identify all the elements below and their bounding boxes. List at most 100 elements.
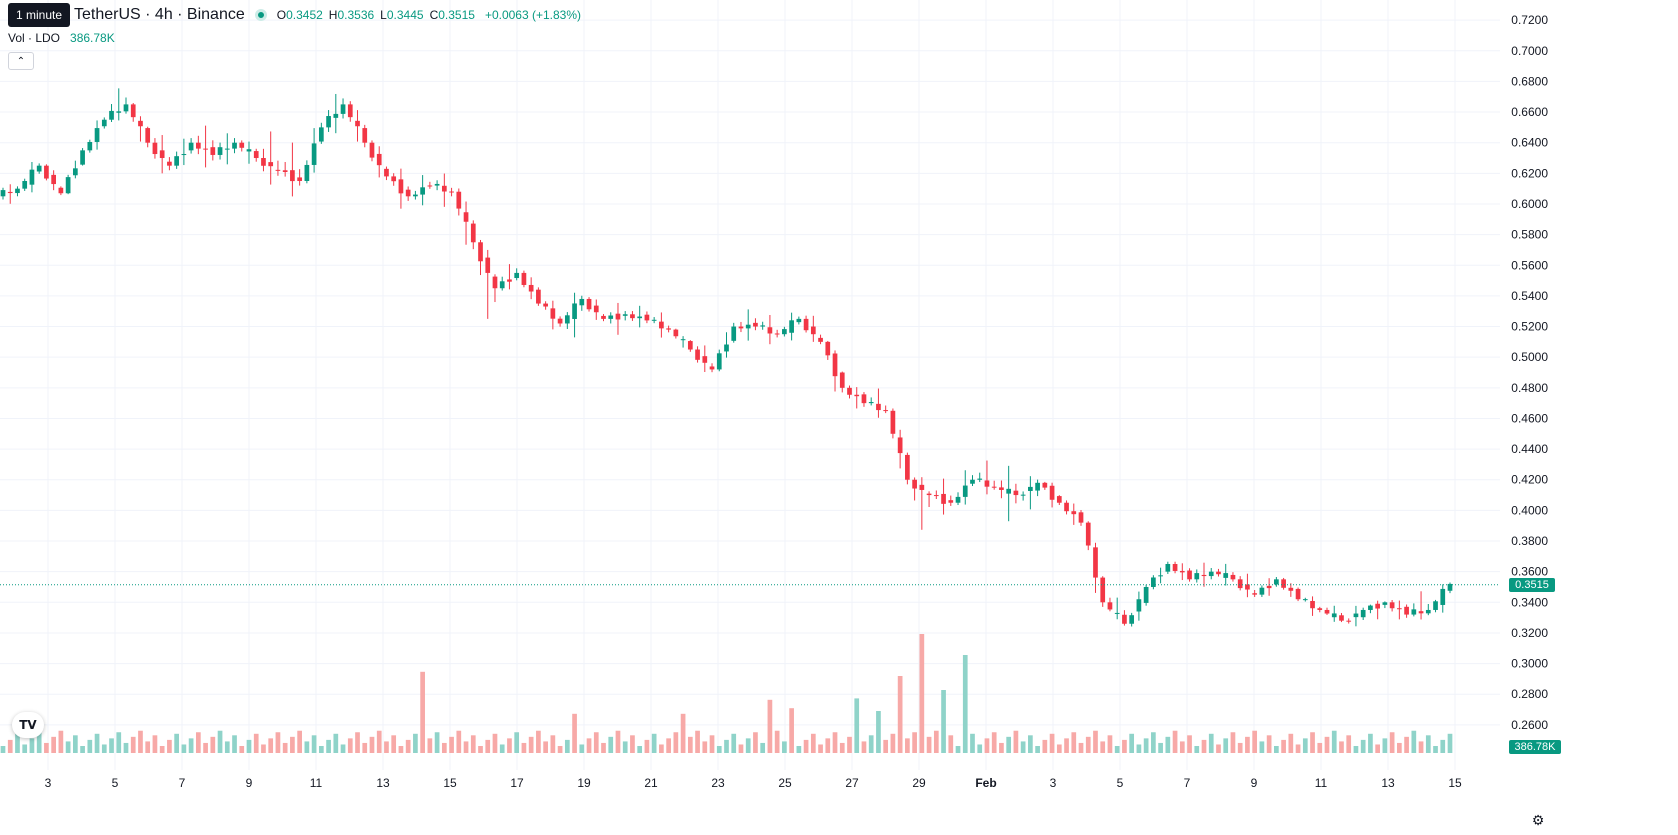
last-volume-tag: 386.78K [1509,740,1561,754]
candle-body [702,356,708,363]
candle-body [340,104,346,114]
candle-body [159,150,165,159]
volume-bar [543,741,548,753]
tradingview-logo[interactable]: TV [12,712,44,738]
volume-bar [1411,730,1417,753]
settings-gear-icon[interactable]: ⚙ [1531,812,1545,828]
candle-body [970,479,975,484]
volume-bar [1064,738,1069,753]
volume-bar [673,732,679,753]
candle-body [1064,502,1069,512]
volume-bar [253,733,259,753]
candle-body [1339,615,1344,621]
volume-bar [731,733,737,753]
tv-logo-icon: TV [19,718,37,732]
volume-bar [44,742,49,753]
volume-bar [239,746,245,753]
volume-bar [1122,739,1127,753]
volume-bar [839,742,845,753]
candle-body [991,486,997,488]
candle-body [832,353,838,377]
volume-bar [318,746,324,753]
volume-bar [782,741,787,753]
volume-bar [1368,733,1373,753]
volume-bar [101,744,107,753]
volume-bar [919,634,925,753]
candle-body [109,110,114,120]
candle-body [0,190,6,197]
volume-label[interactable]: Vol · LDO [8,31,61,45]
candle-body [782,329,787,335]
volume-bar [1078,742,1084,753]
candle-body [290,170,295,182]
candle-body [499,281,505,289]
y-tick-label: 0.6800 [1511,74,1548,88]
volume-bar [1266,735,1272,753]
candle-body [977,478,983,480]
volume-bar [434,732,440,753]
volume-bar [15,733,20,753]
market-status-icon[interactable] [254,9,267,21]
volume-bar [926,736,932,753]
volume-bar [854,698,860,753]
volume-bar [962,655,968,753]
volume-bar [608,736,614,753]
candle-body [181,154,187,156]
candle-body [51,174,56,185]
candle-body [1071,511,1077,515]
candle-body [550,308,556,319]
candle-body [1237,579,1243,589]
symbol-legend: TetherUS · 4h · Binance O 0.3452 H 0.3536 … [8,6,581,24]
x-tick-label: 7 [1184,776,1191,790]
candle-body [174,156,179,166]
volume-bar [991,732,997,753]
volume-bar [87,739,93,753]
candle-body [962,485,968,497]
volume-bar [1302,738,1308,753]
x-tick-label: 7 [179,776,186,790]
candle-body [825,341,831,356]
volume-bar [1042,739,1048,753]
volume-bar [282,742,288,753]
volume-bar [246,739,252,753]
volume-bar [51,736,56,753]
volume-bar [955,746,961,753]
volume-bar [217,730,223,753]
volume-bar [0,746,6,753]
interval-tooltip: 1 minute [8,3,71,27]
candle-body [1404,606,1409,615]
candle-body [868,402,874,404]
volume-bar [405,739,411,753]
candle-body [572,303,577,319]
y-tick-label: 0.4200 [1511,473,1548,487]
candle-body [15,188,20,194]
candle-body [1100,577,1106,603]
volume-bar [123,742,129,753]
candle-body [890,410,896,434]
volume-bar [557,746,563,753]
volume-bar [152,735,158,753]
volume-bar [441,742,447,753]
candle-body [883,410,889,412]
candle-body [304,164,310,181]
candle-body [557,318,563,324]
x-tick-label: 9 [1251,776,1258,790]
candle-body [123,104,129,112]
volume-bar [593,732,599,753]
y-tick-label: 0.6600 [1511,105,1548,119]
candle-body [1194,573,1200,580]
volume-bar [977,744,983,753]
candle-body [391,176,397,182]
candle-body [145,128,151,143]
symbol-title[interactable]: TetherUS · 4h · Binance [74,6,245,23]
collapse-legend-button[interactable]: ⌃ [8,52,34,70]
volume-bar [680,713,686,753]
candle-body [514,272,520,279]
candle-body [637,316,643,319]
volume-bar [861,741,867,753]
candle-body [941,493,946,504]
candle-body [195,142,201,149]
volume-bar [1093,730,1098,753]
